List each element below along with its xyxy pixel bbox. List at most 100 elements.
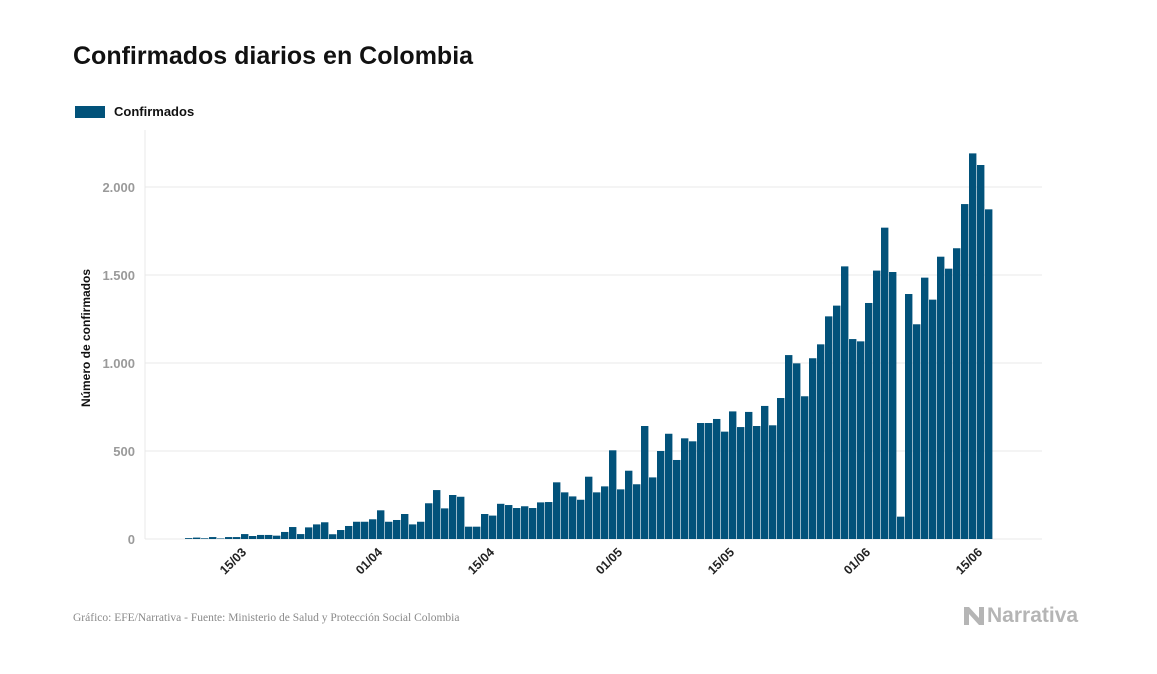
bar: [777, 398, 785, 539]
bar: [953, 248, 961, 540]
bar: [801, 396, 809, 539]
bar: [377, 510, 385, 539]
bar: [785, 355, 793, 539]
bar: [465, 526, 473, 539]
bar: [297, 534, 305, 539]
bar: [369, 519, 377, 539]
bar: [881, 227, 889, 539]
bar: [769, 425, 777, 539]
chart-title: Confirmados diarios en Colombia: [73, 42, 474, 70]
bar: [537, 502, 545, 539]
bar: [689, 441, 697, 539]
legend-swatch: [75, 105, 105, 118]
bar: [225, 537, 233, 539]
bar: [441, 508, 449, 539]
bar: [457, 496, 465, 539]
bar: [529, 508, 537, 539]
bar: [425, 503, 433, 539]
bar: [625, 470, 633, 539]
bar: [513, 508, 521, 539]
bar: [569, 496, 577, 539]
bar: [897, 516, 905, 539]
bar: [905, 294, 913, 539]
bar: [681, 438, 689, 539]
bar: [913, 324, 921, 539]
bar: [945, 268, 953, 539]
narrativa-logo: Narrativa: [964, 604, 1078, 628]
bar: [737, 427, 745, 539]
y-tick-label: 1.000: [102, 356, 135, 371]
bar: [577, 499, 585, 539]
bar: [753, 426, 761, 539]
bar: [729, 411, 737, 539]
bar: [713, 418, 721, 539]
bar: [481, 514, 489, 539]
x-tick-label: 15/05: [705, 545, 737, 577]
bar: [265, 534, 273, 539]
bar: [505, 505, 513, 539]
bar: [209, 537, 217, 539]
bar: [745, 411, 753, 539]
bar: [833, 305, 841, 539]
bar: [849, 339, 857, 539]
bar: [185, 538, 193, 539]
bar: [497, 503, 505, 539]
bar: [617, 489, 625, 539]
bar: [553, 482, 561, 539]
bar: [609, 450, 617, 539]
bar: [393, 519, 401, 539]
bar: [721, 431, 729, 539]
bar: [865, 302, 873, 539]
bar: [281, 531, 289, 539]
logo-text: Narrativa: [987, 604, 1079, 627]
bar: [665, 433, 673, 539]
bar: [641, 426, 649, 539]
bar: [857, 341, 865, 539]
bar: [825, 316, 833, 539]
y-tick-label: 500: [113, 444, 135, 459]
x-tick-label: 15/06: [953, 545, 985, 577]
legend-label: Confirmados: [114, 104, 195, 119]
x-tick-label: 01/04: [353, 545, 385, 577]
y-tick-label: 2.000: [102, 180, 135, 195]
bar: [673, 459, 681, 539]
legend: Confirmados: [75, 104, 194, 119]
bar: [649, 477, 657, 539]
bar: [201, 538, 209, 539]
bar: [985, 209, 993, 540]
bar: [473, 526, 481, 539]
bar: [585, 476, 593, 539]
bar: [401, 514, 409, 539]
bar: [217, 538, 225, 539]
bar: [593, 492, 601, 539]
bar: [385, 521, 393, 539]
bar: [929, 299, 937, 539]
bar: [697, 423, 705, 539]
bar: [969, 153, 977, 539]
bar: [273, 535, 281, 539]
bar: [345, 525, 353, 539]
bar: [449, 495, 457, 539]
bar: [241, 534, 249, 539]
x-tick-label: 15/04: [465, 545, 497, 577]
bar: [889, 272, 897, 539]
bar: [337, 530, 345, 539]
narrativa-logo-icon: [964, 607, 984, 625]
bar: [601, 486, 609, 539]
bar: [793, 363, 801, 539]
bar: [961, 204, 969, 539]
bar: [921, 277, 929, 539]
bar: [321, 522, 329, 539]
bar: [329, 534, 337, 539]
bar: [233, 537, 241, 539]
bar: [761, 405, 769, 539]
bar: [409, 524, 417, 539]
bar: [817, 344, 825, 539]
bar: [489, 515, 497, 539]
bar: [873, 270, 881, 539]
bar: [545, 502, 553, 539]
bar: [193, 537, 201, 539]
bar: [705, 423, 713, 539]
chart-area: 0 500 1.000 1.500 2.000 15/03 01/04 15/04 01/05 1…: [102, 130, 1042, 577]
bar: [313, 524, 321, 539]
